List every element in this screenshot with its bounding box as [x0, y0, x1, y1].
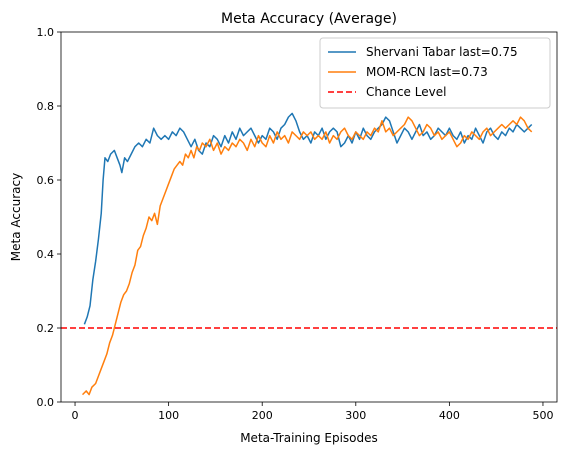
x-tick-label: 300	[345, 409, 366, 422]
y-tick-label: 0.4	[37, 248, 55, 261]
legend-box	[319, 37, 551, 109]
x-axis-label: Meta-Training Episodes	[240, 431, 378, 445]
legend-label: Shervani Tabar last=0.75	[366, 45, 518, 59]
legend: Shervani Tabar last=0.75 MOM-RCN last=0.7…	[319, 37, 551, 109]
series-line-1	[83, 112, 533, 325]
legend-label: MOM-RCN last=0.73	[366, 65, 488, 79]
x-tick-label: 500	[532, 409, 553, 422]
plot-area	[61, 112, 557, 396]
axes: 0 100 200 300 400 500 0.0 0.2 0.4 0.6 0.8 1.0	[37, 26, 558, 422]
axes-frame	[60, 31, 558, 403]
x-tick-label: 0	[72, 409, 79, 422]
legend-label: Chance Level	[366, 85, 446, 99]
chart-title: Meta Accuracy (Average)	[221, 11, 397, 27]
y-tick-label: 0.6	[37, 174, 55, 187]
y-tick-label: 0.0	[37, 396, 55, 409]
y-tick-label: 0.2	[37, 322, 55, 335]
y-tick-label: 0.8	[37, 100, 55, 113]
series-line-2	[81, 116, 533, 396]
y-tick-label: 1.0	[37, 26, 55, 39]
y-axis-label: Meta Accuracy	[9, 173, 23, 261]
x-tick-label: 100	[158, 409, 179, 422]
x-tick-label: 400	[439, 409, 460, 422]
x-tick-label: 200	[252, 409, 273, 422]
